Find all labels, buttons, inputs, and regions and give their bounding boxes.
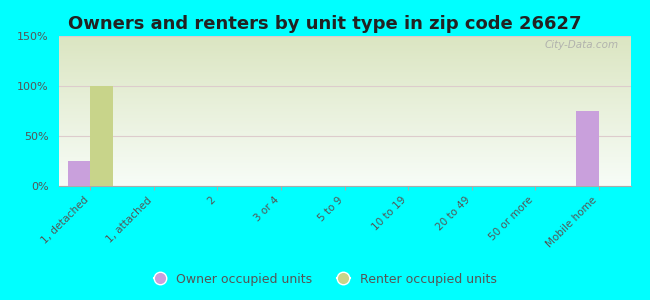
Text: City-Data.com: City-Data.com — [545, 40, 619, 50]
Bar — [577, 111, 599, 186]
Bar — [68, 161, 90, 186]
Legend: Owner occupied units, Renter occupied units: Owner occupied units, Renter occupied un… — [148, 268, 502, 291]
Bar — [90, 86, 112, 186]
Text: Owners and renters by unit type in zip code 26627: Owners and renters by unit type in zip c… — [68, 15, 582, 33]
